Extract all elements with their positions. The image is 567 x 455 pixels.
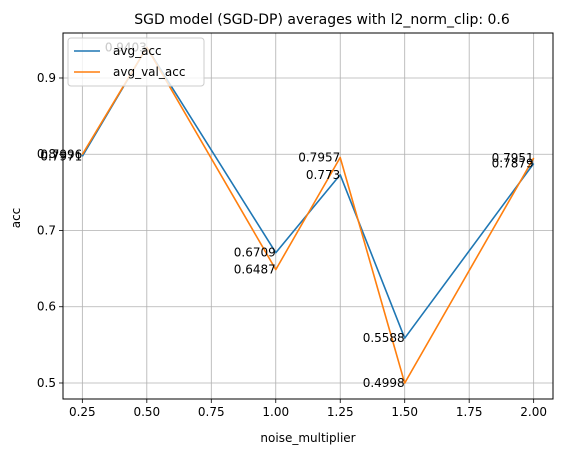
- axes: 0.25 0.50 0.75 1.00 1.25 1.50 1.75 2.00 0.5 0.6 0.…: [37, 71, 547, 419]
- data-label-avg_acc: 0.7879: [492, 156, 534, 170]
- series-lines: [81, 46, 535, 384]
- plot-frame: [62, 32, 554, 400]
- x-tick-label: 1.25: [327, 405, 354, 419]
- data-label-avg_acc: 0.773: [306, 168, 340, 182]
- x-tick-label: 2.00: [520, 405, 547, 419]
- grid: [63, 33, 553, 399]
- y-tick-label: 0.7: [37, 223, 56, 237]
- x-tick-label: 1.75: [456, 405, 483, 419]
- data-label-avg_val_acc: 0.7996: [40, 148, 82, 162]
- data-label-avg_acc: 0.6709: [234, 246, 276, 260]
- x-tick-label: 1.50: [391, 405, 418, 419]
- y-tick-label: 0.8: [37, 147, 56, 161]
- y-tick-label: 0.5: [37, 376, 56, 390]
- data-label-avg_acc: 0.5588: [363, 331, 405, 345]
- data-label-avg_val_acc: 0.7957: [298, 151, 340, 165]
- series-line-avg_val_acc: [81, 46, 535, 384]
- x-tick-label: 0.50: [133, 405, 160, 419]
- data-label-avg_val_acc: 0.6487: [234, 263, 276, 277]
- data-label-avg_val_acc: 0.7951: [492, 151, 534, 165]
- chart-title: SGD model (SGD-DP) averages with l2_norm…: [134, 12, 510, 28]
- legend-label: avg_acc: [113, 44, 162, 58]
- y-tick-label: 0.6: [37, 300, 56, 314]
- y-tick-label: 0.9: [37, 71, 56, 85]
- legend-label: avg_val_acc: [113, 65, 185, 79]
- legend: avg_acc avg_val_acc: [67, 37, 205, 87]
- series-line-avg_acc: [81, 46, 535, 340]
- data-label-avg_val_acc: 0.4998: [363, 376, 405, 390]
- legend-box: [67, 37, 205, 87]
- x-tick-label: 0.25: [69, 405, 96, 419]
- x-axis-label: noise_multiplier: [260, 431, 355, 445]
- y-axis-label: acc: [9, 208, 23, 229]
- data-label-avg_acc: 0.7971: [40, 149, 82, 163]
- x-tick-label: 1.00: [262, 405, 289, 419]
- x-tick-label: 0.75: [198, 405, 225, 419]
- point-labels: 0.79710.94030.67090.7730.55880.78790.799…: [40, 40, 533, 390]
